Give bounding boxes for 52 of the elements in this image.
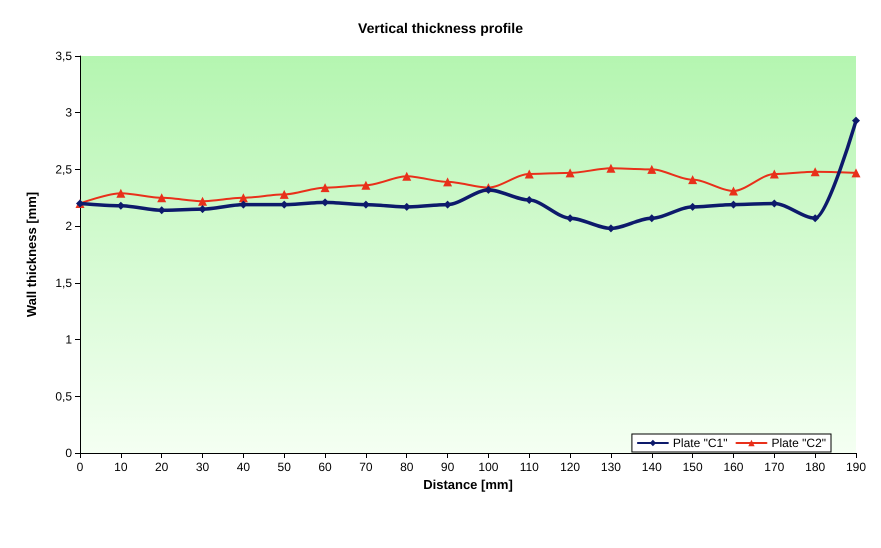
point xyxy=(728,186,738,196)
x-tick-label: 50 xyxy=(278,460,292,474)
y-tick-label: 1 xyxy=(65,332,72,347)
y-tick-label: 0 xyxy=(65,446,72,460)
legend-label: Plate "C1" xyxy=(672,436,728,450)
y-axis-title: Wall thickness [mm] xyxy=(24,192,39,318)
point xyxy=(688,175,698,184)
point xyxy=(606,164,616,173)
legend-label: Plate "C2" xyxy=(771,436,826,450)
y-tick-label: 0,5 xyxy=(55,389,72,404)
x-tick-label: 150 xyxy=(682,460,703,474)
point xyxy=(280,190,289,199)
chart-title: Vertical thickness profile xyxy=(358,20,524,36)
point xyxy=(852,168,860,178)
point xyxy=(157,193,166,202)
point xyxy=(402,172,412,181)
x-tick-label: 90 xyxy=(440,460,455,474)
x-tick-label: 180 xyxy=(805,460,826,474)
y-tick-label: 2 xyxy=(65,219,72,234)
point xyxy=(566,168,575,178)
y-tick-label: 1,5 xyxy=(55,276,72,290)
x-tick-label: 0 xyxy=(76,460,84,474)
x-tick-label: 10 xyxy=(114,460,128,474)
point xyxy=(524,169,534,178)
point xyxy=(810,167,820,176)
point xyxy=(320,183,330,192)
x-tick-label: 160 xyxy=(723,460,744,474)
x-tick-label: 190 xyxy=(846,460,866,474)
x-tick-label: 140 xyxy=(642,460,662,474)
x-tick-label: 30 xyxy=(196,460,210,474)
y-tick-label: 3 xyxy=(65,106,72,120)
x-tick-label: 70 xyxy=(359,460,373,474)
point xyxy=(361,180,370,190)
point xyxy=(443,177,452,186)
y-tick-label: 2,5 xyxy=(55,162,72,176)
x-tick-label: 60 xyxy=(318,460,332,474)
point xyxy=(116,188,126,198)
x-tick-label: 170 xyxy=(764,460,785,474)
x-tick-label: 130 xyxy=(600,460,622,474)
point xyxy=(852,116,860,125)
x-tick-label: 110 xyxy=(520,460,540,474)
x-tick-label: 40 xyxy=(236,460,250,474)
point xyxy=(770,169,779,178)
x-tick-label: 100 xyxy=(478,460,499,474)
x-axis-title: Distance [mm] xyxy=(423,476,513,492)
x-tick-label: 120 xyxy=(560,460,580,474)
x-tick-label: 80 xyxy=(400,460,414,474)
y-tick-label: 3,5 xyxy=(55,49,72,63)
point xyxy=(238,193,248,202)
x-tick-label: 20 xyxy=(155,460,169,474)
point xyxy=(198,196,208,206)
point xyxy=(647,164,656,174)
